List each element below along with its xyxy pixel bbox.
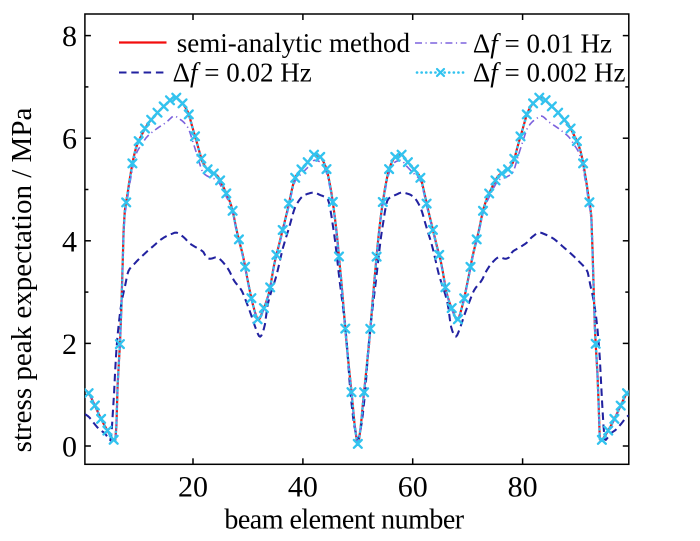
svg-text:40: 40	[288, 471, 318, 504]
svg-text:0: 0	[62, 431, 77, 464]
svg-text:8: 8	[62, 20, 77, 53]
svg-text:60: 60	[398, 471, 428, 504]
svg-text:Δf = 0.02 Hz: Δf = 0.02 Hz	[173, 58, 312, 88]
svg-text:4: 4	[62, 225, 77, 258]
svg-text:Δf = 0.01 Hz: Δf = 0.01 Hz	[473, 29, 612, 59]
svg-text:6: 6	[62, 123, 77, 156]
svg-text:semi-analytic method: semi-analytic method	[177, 28, 411, 58]
svg-text:20: 20	[178, 471, 208, 504]
svg-text:stress peak expectation / MPa: stress peak expectation / MPa	[6, 108, 38, 453]
svg-text:Δf = 0.002 Hz: Δf = 0.002 Hz	[473, 58, 626, 88]
svg-text:2: 2	[62, 328, 77, 361]
svg-text:80: 80	[508, 471, 538, 504]
svg-text:beam element number: beam element number	[224, 505, 464, 536]
